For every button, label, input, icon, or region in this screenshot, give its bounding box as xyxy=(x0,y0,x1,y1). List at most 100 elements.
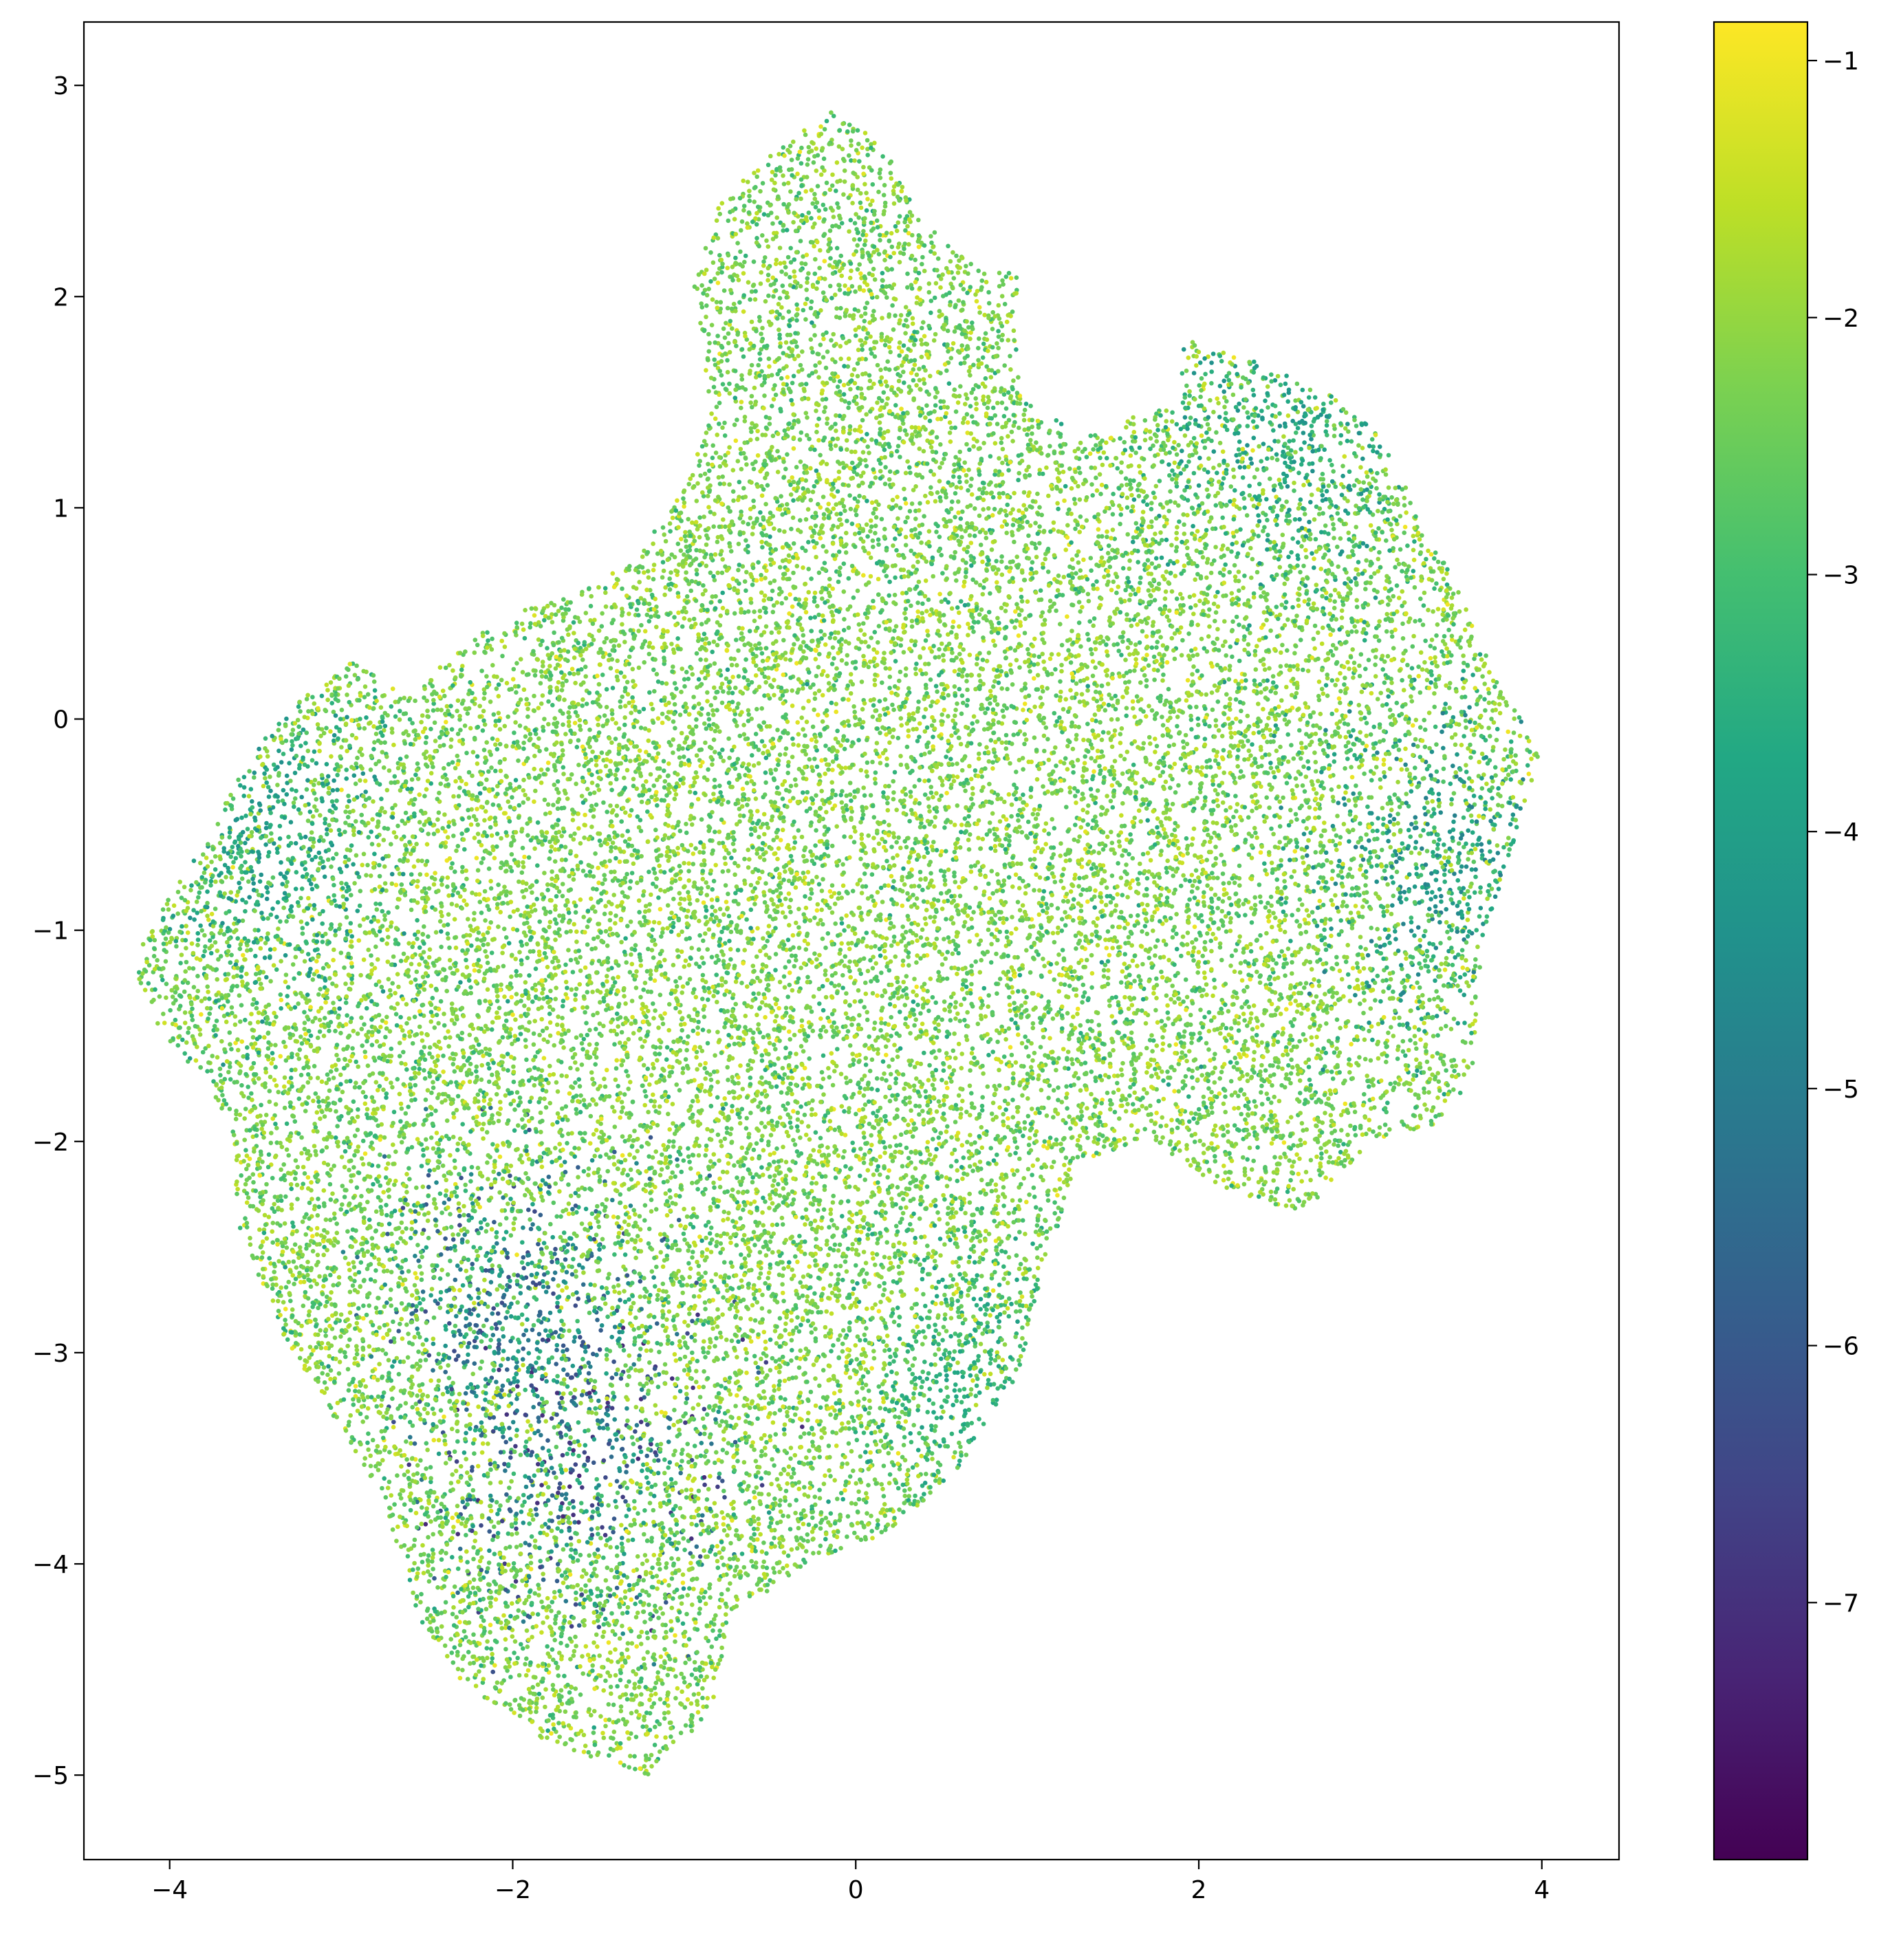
scatter-point xyxy=(318,1030,323,1034)
scatter-point xyxy=(521,1255,526,1260)
scatter-point xyxy=(1209,369,1214,374)
scatter-point xyxy=(1057,715,1062,720)
scatter-point xyxy=(535,1340,540,1345)
scatter-point xyxy=(752,199,757,204)
scatter-point xyxy=(789,854,794,859)
scatter-point xyxy=(244,972,249,977)
scatter-point xyxy=(865,738,869,743)
scatter-point xyxy=(677,1010,682,1014)
scatter-point xyxy=(702,1066,707,1071)
scatter-point xyxy=(1226,717,1231,721)
scatter-point xyxy=(431,1337,436,1342)
scatter-point xyxy=(929,790,934,795)
scatter-point xyxy=(602,1630,607,1635)
scatter-point xyxy=(1359,652,1364,657)
scatter-point xyxy=(702,514,706,519)
scatter-point xyxy=(504,935,509,940)
scatter-point xyxy=(279,959,283,963)
scatter-point xyxy=(759,1454,764,1459)
scatter-point xyxy=(186,1026,191,1031)
scatter-point xyxy=(875,1241,880,1245)
scatter-point xyxy=(226,1070,231,1075)
scatter-point xyxy=(340,708,345,712)
scatter-point xyxy=(982,1372,987,1377)
scatter-point xyxy=(1201,555,1206,560)
scatter-point xyxy=(1278,565,1283,570)
scatter-point xyxy=(817,1488,822,1492)
scatter-point xyxy=(1165,895,1170,900)
scatter-point xyxy=(908,1431,913,1436)
scatter-point xyxy=(790,1475,794,1480)
scatter-point xyxy=(965,1010,970,1015)
scatter-point xyxy=(404,1226,409,1231)
scatter-point xyxy=(712,640,717,644)
scatter-point xyxy=(526,1338,531,1343)
scatter-point xyxy=(790,381,795,386)
scatter-point xyxy=(926,500,931,505)
scatter-point xyxy=(1413,900,1418,905)
scatter-point xyxy=(1221,899,1226,904)
scatter-point xyxy=(487,1560,492,1565)
scatter-point xyxy=(695,651,699,656)
scatter-point xyxy=(464,877,469,882)
scatter-point xyxy=(1248,493,1252,498)
scatter-point xyxy=(1105,530,1109,534)
scatter-point xyxy=(566,710,571,715)
scatter-point xyxy=(1041,721,1046,726)
scatter-point xyxy=(720,557,725,562)
scatter-point xyxy=(1017,1358,1021,1363)
scatter-point xyxy=(1296,1172,1301,1177)
scatter-point xyxy=(801,790,805,795)
scatter-point xyxy=(968,1068,973,1073)
scatter-point xyxy=(399,1464,404,1469)
scatter-point xyxy=(1001,1112,1006,1117)
scatter-point xyxy=(864,190,869,195)
scatter-point xyxy=(584,1644,589,1649)
scatter-point xyxy=(793,1453,798,1458)
scatter-point xyxy=(1221,476,1226,481)
scatter-point xyxy=(1193,879,1197,884)
scatter-point xyxy=(605,1169,610,1174)
scatter-point xyxy=(327,786,332,791)
scatter-point xyxy=(587,1028,592,1033)
scatter-point xyxy=(521,1333,526,1338)
scatter-point xyxy=(863,981,868,986)
scatter-point xyxy=(945,1124,950,1129)
scatter-point xyxy=(1026,820,1031,825)
scatter-point xyxy=(1252,756,1257,761)
scatter-point xyxy=(739,467,744,472)
scatter-point xyxy=(183,1010,188,1015)
scatter-point xyxy=(728,947,733,952)
scatter-point xyxy=(841,884,846,889)
scatter-point xyxy=(216,822,221,827)
scatter-point xyxy=(717,369,722,373)
scatter-point xyxy=(365,1200,370,1205)
scatter-point xyxy=(1338,671,1343,676)
scatter-point xyxy=(785,1563,790,1568)
scatter-point xyxy=(977,1239,982,1244)
scatter-point xyxy=(1218,384,1223,389)
scatter-point xyxy=(1089,556,1094,560)
scatter-point xyxy=(915,1408,920,1413)
scatter-point xyxy=(502,926,507,931)
scatter-point xyxy=(763,770,768,775)
scatter-point xyxy=(1295,663,1300,668)
scatter-point xyxy=(1007,271,1012,276)
scatter-point xyxy=(899,716,904,721)
scatter-point xyxy=(282,1085,287,1089)
scatter-point xyxy=(512,1710,517,1715)
scatter-point xyxy=(346,794,351,798)
scatter-point xyxy=(406,1166,411,1171)
scatter-point xyxy=(1406,828,1411,833)
scatter-point xyxy=(497,694,501,699)
scatter-point xyxy=(846,1199,851,1204)
scatter-point xyxy=(746,708,751,713)
scatter-point xyxy=(597,1653,602,1658)
scatter-point xyxy=(770,221,775,226)
scatter-point xyxy=(591,814,596,819)
scatter-point xyxy=(739,373,744,378)
scatter-point xyxy=(973,768,978,773)
scatter-point xyxy=(1272,1155,1277,1159)
scatter-point xyxy=(508,1675,513,1679)
scatter-point xyxy=(750,845,755,850)
